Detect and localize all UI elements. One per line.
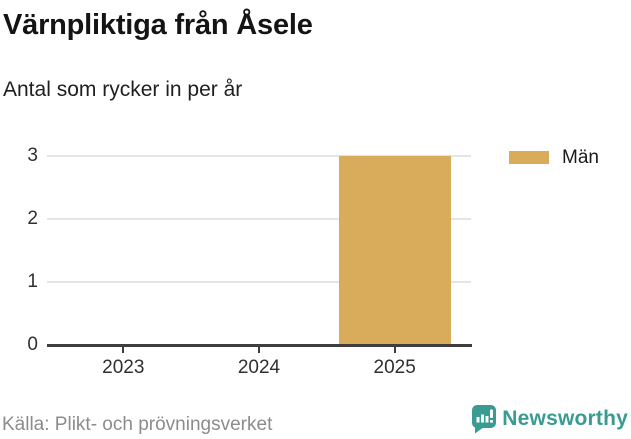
y-tick-label-2: 2 xyxy=(27,208,38,230)
bar-2025 xyxy=(338,156,451,347)
x-tick-mark xyxy=(122,346,125,353)
y-tick-label-1: 1 xyxy=(27,270,38,292)
x-axis-line xyxy=(47,343,472,347)
y-gridline xyxy=(47,218,471,221)
y-gridline xyxy=(47,280,471,283)
x-tick-mark xyxy=(258,346,260,353)
newsworthy-brand: Newsworthy xyxy=(471,403,628,435)
x-tick-label-2024: 2024 xyxy=(237,357,281,378)
y-gridline xyxy=(47,155,471,158)
y-tick-label-3: 3 xyxy=(27,145,38,167)
x-tick-mark xyxy=(393,346,396,353)
y-tick-label-0: 0 xyxy=(27,333,38,355)
legend-label-man: Män xyxy=(562,147,599,168)
newsworthy-wordmark: Newsworthy xyxy=(502,407,628,430)
x-tick-label-2025: 2025 xyxy=(373,357,416,378)
source-attribution: Källa: Plikt- och prövningsverket xyxy=(2,414,273,435)
chart-title: Värnpliktiga från Åsele xyxy=(3,9,313,41)
bar-chart-speech-bubble-icon xyxy=(471,404,497,434)
legend-swatch-man xyxy=(509,151,549,164)
x-tick-label-2023: 2023 xyxy=(102,357,145,378)
chart-subtitle: Antal som rycker in per år xyxy=(3,78,243,101)
